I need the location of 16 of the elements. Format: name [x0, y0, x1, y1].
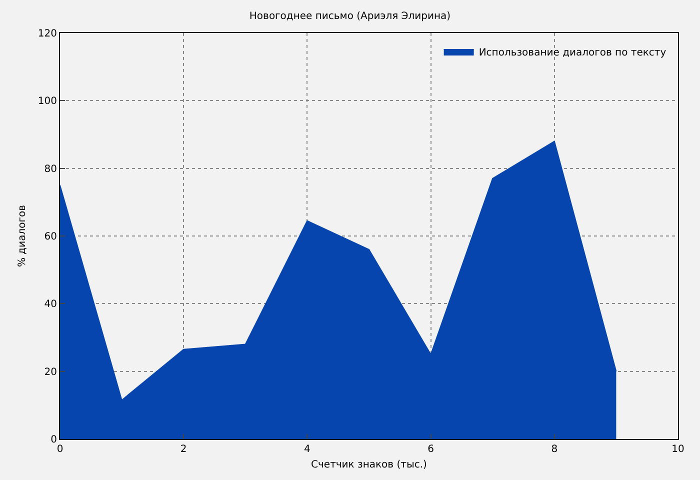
x-tick-label: 10	[672, 444, 684, 455]
y-tick-label: 60	[44, 232, 57, 242]
y-axis-title: % диалогов	[16, 204, 28, 267]
y-tick-label: 0	[50, 434, 57, 446]
y-tick-label: 100	[38, 96, 57, 108]
y-tick-label: 80	[44, 164, 57, 175]
x-tick-label: 8	[551, 444, 558, 455]
chart-title: Новогоднее письмо (Ариэля Элирина)	[249, 11, 451, 22]
x-axis-title: Счетчик знаков (тыс.)	[311, 460, 428, 470]
y-tick-label: 120	[38, 28, 57, 40]
x-tick-label: 4	[304, 444, 310, 455]
y-tick-label: 40	[44, 299, 57, 310]
legend-label: Использование диалогов по тексту	[478, 47, 666, 58]
x-tick-label: 2	[180, 444, 187, 455]
x-tick-label: 6	[428, 444, 434, 455]
y-tick-label: 20	[44, 366, 57, 378]
